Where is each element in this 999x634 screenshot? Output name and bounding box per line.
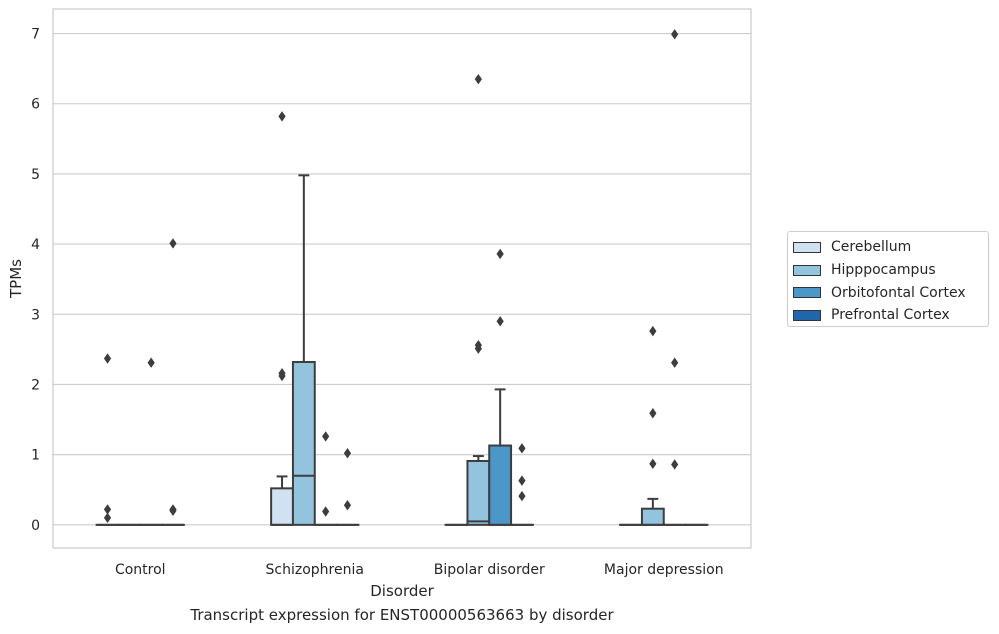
box-cerebellum-control	[95, 353, 120, 526]
legend-label: Cerebellum	[831, 239, 912, 256]
outlier-point	[649, 408, 657, 419]
box-hipppocampus-schizophrenia	[291, 174, 316, 526]
outlier-point	[649, 325, 657, 337]
outlier-point	[343, 448, 352, 459]
y-tick-label: 5	[31, 167, 40, 183]
box-cerebellum-schizophrenia	[270, 111, 294, 526]
box-body	[270, 487, 294, 526]
legend-swatch-cerebellum	[793, 241, 821, 253]
outlier-point	[343, 499, 352, 511]
x-tick-label: Schizophrenia	[266, 562, 364, 578]
boxplots	[95, 29, 709, 526]
chart-caption: Transcript expression for ENST0000056366…	[190, 606, 614, 624]
box-body	[466, 459, 491, 526]
outlier-point	[671, 357, 679, 368]
outlier-point	[518, 475, 526, 486]
outlier-point	[496, 316, 504, 327]
box-prefrontal-cortex-bipolar-disorder	[510, 443, 534, 526]
outlier-point	[649, 458, 657, 469]
box-orbitofontal-cortex-control	[139, 357, 164, 526]
box-body	[488, 444, 513, 526]
legend-label: Prefrontal Cortex	[831, 307, 950, 324]
box-hipppocampus-bipolar-disorder	[466, 73, 491, 526]
outlier-point	[103, 512, 112, 524]
outlier-point	[103, 353, 112, 364]
x-tick-label: Major depression	[604, 562, 724, 578]
x-axis-label: Disorder	[370, 582, 434, 600]
outlier-point	[671, 29, 679, 40]
box-body	[291, 361, 316, 526]
y-tick-labels: 0 1 2 3 4 5 6 7	[31, 27, 40, 534]
x-tick-labels: Control Schizophrenia Bipolar disorder Majo…	[115, 562, 724, 578]
legend-item-orbitofrontal: Orbitofontal Cortex	[792, 281, 988, 304]
y-tick-label: 4	[31, 237, 40, 253]
outlier-point	[474, 339, 482, 351]
box-orbitofontal-cortex-major-depression	[662, 29, 687, 526]
legend-swatch-orbitofrontal	[793, 287, 821, 299]
legend-swatch-hippocampus	[793, 264, 821, 276]
box-prefrontal-cortex-control	[161, 238, 185, 526]
box-hipppocampus-major-depression	[640, 325, 665, 526]
box-body	[640, 507, 665, 526]
y-tick-label: 1	[31, 448, 40, 464]
outlier-point	[518, 490, 526, 502]
gridlines	[53, 33, 751, 526]
y-tick-label: 6	[31, 97, 40, 113]
y-tick-label: 2	[31, 377, 40, 393]
x-tick-label: Bipolar disorder	[434, 562, 545, 578]
outlier-point	[518, 443, 526, 454]
outlier-point	[278, 368, 286, 379]
outlier-point	[147, 357, 155, 368]
box-orbitofontal-cortex-bipolar-disorder	[488, 248, 513, 526]
legend-label: Hipppocampus	[831, 262, 936, 279]
outlier-point	[278, 111, 286, 122]
outlier-point	[671, 459, 679, 470]
legend-label: Orbitofontal Cortex	[831, 284, 966, 301]
y-tick-label: 3	[31, 307, 40, 323]
legend-item-hippocampus: Hipppocampus	[792, 259, 988, 282]
legend-swatch-prefrontal	[793, 309, 821, 321]
box-orbitofontal-cortex-schizophrenia	[313, 431, 338, 526]
legend-item-prefrontal: Prefrontal Cortex	[792, 304, 988, 327]
x-tick-label: Control	[115, 562, 166, 578]
outlier-point	[322, 506, 330, 517]
outlier-point	[169, 238, 177, 249]
outlier-point	[322, 431, 330, 442]
y-tick-label: 7	[31, 27, 40, 43]
box-prefrontal-cortex-schizophrenia	[335, 448, 360, 526]
outlier-point	[169, 504, 177, 515]
plot-frame	[52, 8, 752, 549]
y-tick-label: 0	[31, 518, 40, 534]
outlier-point	[496, 248, 504, 260]
outlier-point	[474, 73, 482, 85]
outlier-point	[103, 504, 112, 515]
y-axis-label: TPMs	[7, 259, 25, 299]
legend: Cerebellum Hipppocampus Orbitofontal Cor…	[787, 231, 989, 327]
legend-item-cerebellum: Cerebellum	[792, 236, 988, 259]
